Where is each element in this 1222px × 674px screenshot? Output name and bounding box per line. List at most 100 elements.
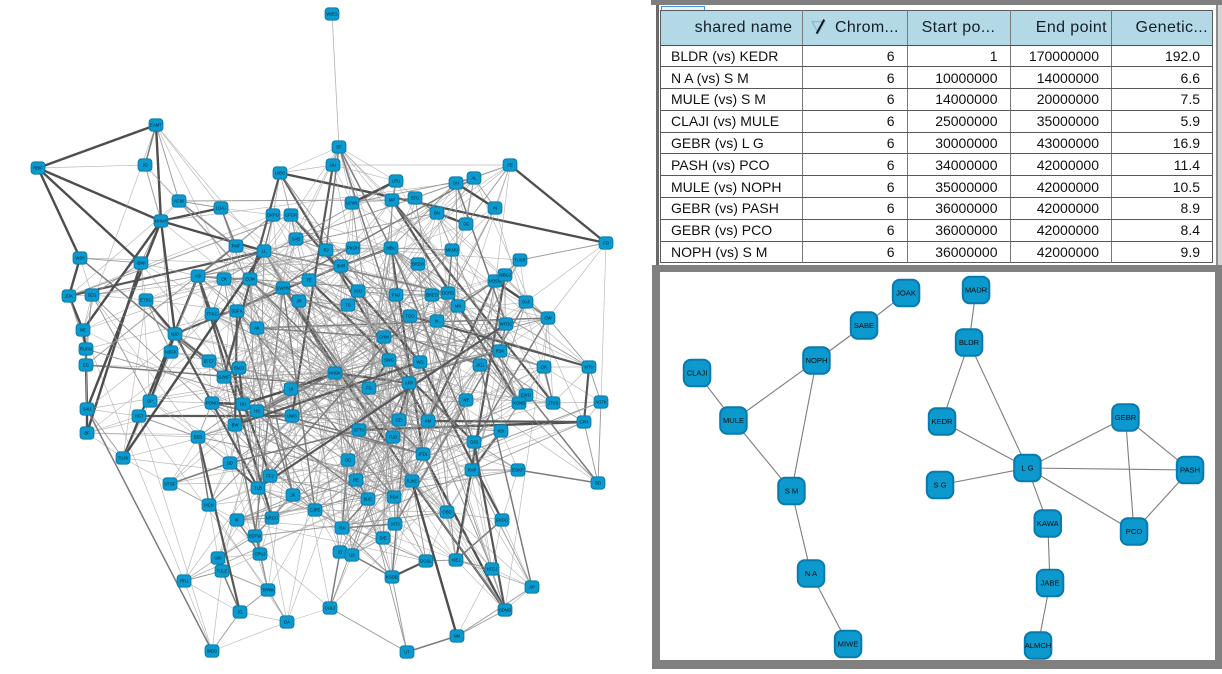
svg-text:N A: N A xyxy=(805,569,818,578)
svg-text:BHR: BHR xyxy=(337,263,346,268)
svg-text:WFDC: WFDC xyxy=(500,321,513,326)
svg-text:BD: BD xyxy=(227,460,233,465)
svg-text:SFTU: SFTU xyxy=(354,427,365,432)
svg-text:SWG: SWG xyxy=(384,357,394,362)
svg-text:BNJJ: BNJJ xyxy=(234,365,244,370)
svg-text:ETSG: ETSG xyxy=(140,297,151,302)
svg-text:OW: OW xyxy=(544,315,551,320)
svg-text:ACMI: ACMI xyxy=(174,198,184,203)
svg-text:PE: PE xyxy=(507,162,513,167)
svg-text:L G: L G xyxy=(1022,464,1034,473)
svg-text:WG: WG xyxy=(416,359,423,364)
svg-text:AK: AK xyxy=(254,325,260,330)
svg-text:UKI: UKI xyxy=(215,555,222,560)
svg-text:HGT: HGT xyxy=(135,413,144,418)
svg-text:DIE: DIE xyxy=(380,535,387,540)
svg-text:CFGR: CFGR xyxy=(285,212,297,217)
svg-text:MADR: MADR xyxy=(965,286,988,295)
svg-text:CPUJ: CPUJ xyxy=(255,551,266,556)
svg-text:KSOB: KSOB xyxy=(386,574,398,579)
svg-text:BREO: BREO xyxy=(426,292,439,297)
svg-text:PKOH: PKOH xyxy=(347,245,359,250)
svg-text:KBI: KBI xyxy=(498,428,505,433)
svg-text:JG: JG xyxy=(237,609,242,614)
svg-text:WE: WE xyxy=(463,397,470,402)
svg-text:IK: IK xyxy=(235,517,239,522)
svg-text:MN: MN xyxy=(455,303,462,308)
svg-text:OBD: OBD xyxy=(442,509,451,514)
svg-text:CLAJI: CLAJI xyxy=(687,369,708,378)
svg-text:GKGG: GKGG xyxy=(496,517,509,522)
svg-text:MULE: MULE xyxy=(723,416,744,425)
svg-text:JG: JG xyxy=(142,162,147,167)
svg-text:CEI: CEI xyxy=(396,417,403,422)
svg-text:BEB: BEB xyxy=(194,434,203,439)
svg-text:JK: JK xyxy=(291,492,296,497)
svg-text:EGKP: EGKP xyxy=(512,467,524,472)
svg-text:SAU: SAU xyxy=(83,406,92,411)
svg-text:JUK: JUK xyxy=(65,293,73,298)
svg-text:OULJ: OULJ xyxy=(325,605,336,610)
svg-text:RE: RE xyxy=(353,477,359,482)
svg-text:UT: UT xyxy=(404,649,410,654)
svg-text:JTKS: JTKS xyxy=(548,400,558,405)
svg-text:UU: UU xyxy=(240,401,246,406)
svg-text:AP: AP xyxy=(529,584,535,589)
svg-text:NNBK: NNBK xyxy=(329,370,341,375)
svg-text:LL: LL xyxy=(262,248,267,253)
svg-text:KIEJ: KIEJ xyxy=(452,557,461,562)
svg-text:ID: ID xyxy=(338,549,342,554)
svg-text:KONB: KONB xyxy=(513,400,525,405)
svg-text:PONO: PONO xyxy=(206,400,219,405)
svg-text:WBGJ: WBGJ xyxy=(499,272,511,277)
svg-text:OJWF: OJWF xyxy=(218,374,230,379)
svg-text:RBIF: RBIF xyxy=(33,165,43,170)
svg-text:BDMB: BDMB xyxy=(499,607,511,612)
svg-text:JICJ: JICJ xyxy=(476,362,484,367)
svg-text:UPWL: UPWL xyxy=(346,200,359,205)
svg-text:SDFK: SDFK xyxy=(231,308,242,313)
svg-text:AGTK: AGTK xyxy=(595,399,607,404)
svg-text:HS: HS xyxy=(254,408,260,413)
svg-text:ISK: ISK xyxy=(339,525,346,530)
svg-text:BO: BO xyxy=(595,480,602,485)
svg-text:RJKE: RJKE xyxy=(407,478,418,483)
svg-text:UI: UI xyxy=(289,386,293,391)
svg-text:MBU: MBU xyxy=(386,245,395,250)
svg-text:ECM: ECM xyxy=(245,276,255,281)
svg-text:BN: BN xyxy=(434,210,440,215)
svg-text:JR: JR xyxy=(296,298,301,303)
svg-text:BRDO: BRDO xyxy=(412,261,425,266)
svg-text:BUC: BUC xyxy=(364,496,373,501)
svg-text:GG: GG xyxy=(463,221,470,226)
svg-text:US: US xyxy=(349,552,355,557)
svg-text:DA: DA xyxy=(284,619,290,624)
svg-text:CRM: CRM xyxy=(379,334,389,339)
svg-text:UIBO: UIBO xyxy=(275,170,286,175)
svg-text:DGSL: DGSL xyxy=(420,558,432,563)
svg-text:SAB: SAB xyxy=(292,236,301,241)
svg-text:MKMU: MKMU xyxy=(446,247,459,252)
svg-text:FO: FO xyxy=(603,240,610,245)
svg-text:NRGG: NRGG xyxy=(266,515,279,520)
svg-text:TS: TS xyxy=(345,302,351,307)
svg-text:JATJ: JATJ xyxy=(390,521,399,526)
svg-text:TE: TE xyxy=(306,277,312,282)
svg-text:MIWE: MIWE xyxy=(838,640,859,649)
svg-text:BF: BF xyxy=(84,430,90,435)
svg-text:MJJ: MJJ xyxy=(354,288,362,293)
svg-text:EFEF: EFEF xyxy=(204,358,215,363)
svg-text:IBWI: IBWI xyxy=(136,260,145,265)
svg-text:MTU: MTU xyxy=(584,364,593,369)
svg-text:EAMT: EAMT xyxy=(150,122,162,127)
svg-text:OP: OP xyxy=(147,398,153,403)
svg-text:MHMR: MHMR xyxy=(154,218,167,223)
svg-text:DKPU: DKPU xyxy=(267,212,279,217)
svg-text:TFKC: TFKC xyxy=(207,311,218,316)
svg-text:GEBR: GEBR xyxy=(1115,413,1137,422)
svg-text:S G: S G xyxy=(933,481,946,490)
svg-text:BLDR: BLDR xyxy=(959,338,980,347)
svg-text:PMF: PMF xyxy=(232,243,241,248)
svg-text:BDTW: BDTW xyxy=(249,533,261,538)
svg-text:WJH: WJH xyxy=(75,255,84,260)
